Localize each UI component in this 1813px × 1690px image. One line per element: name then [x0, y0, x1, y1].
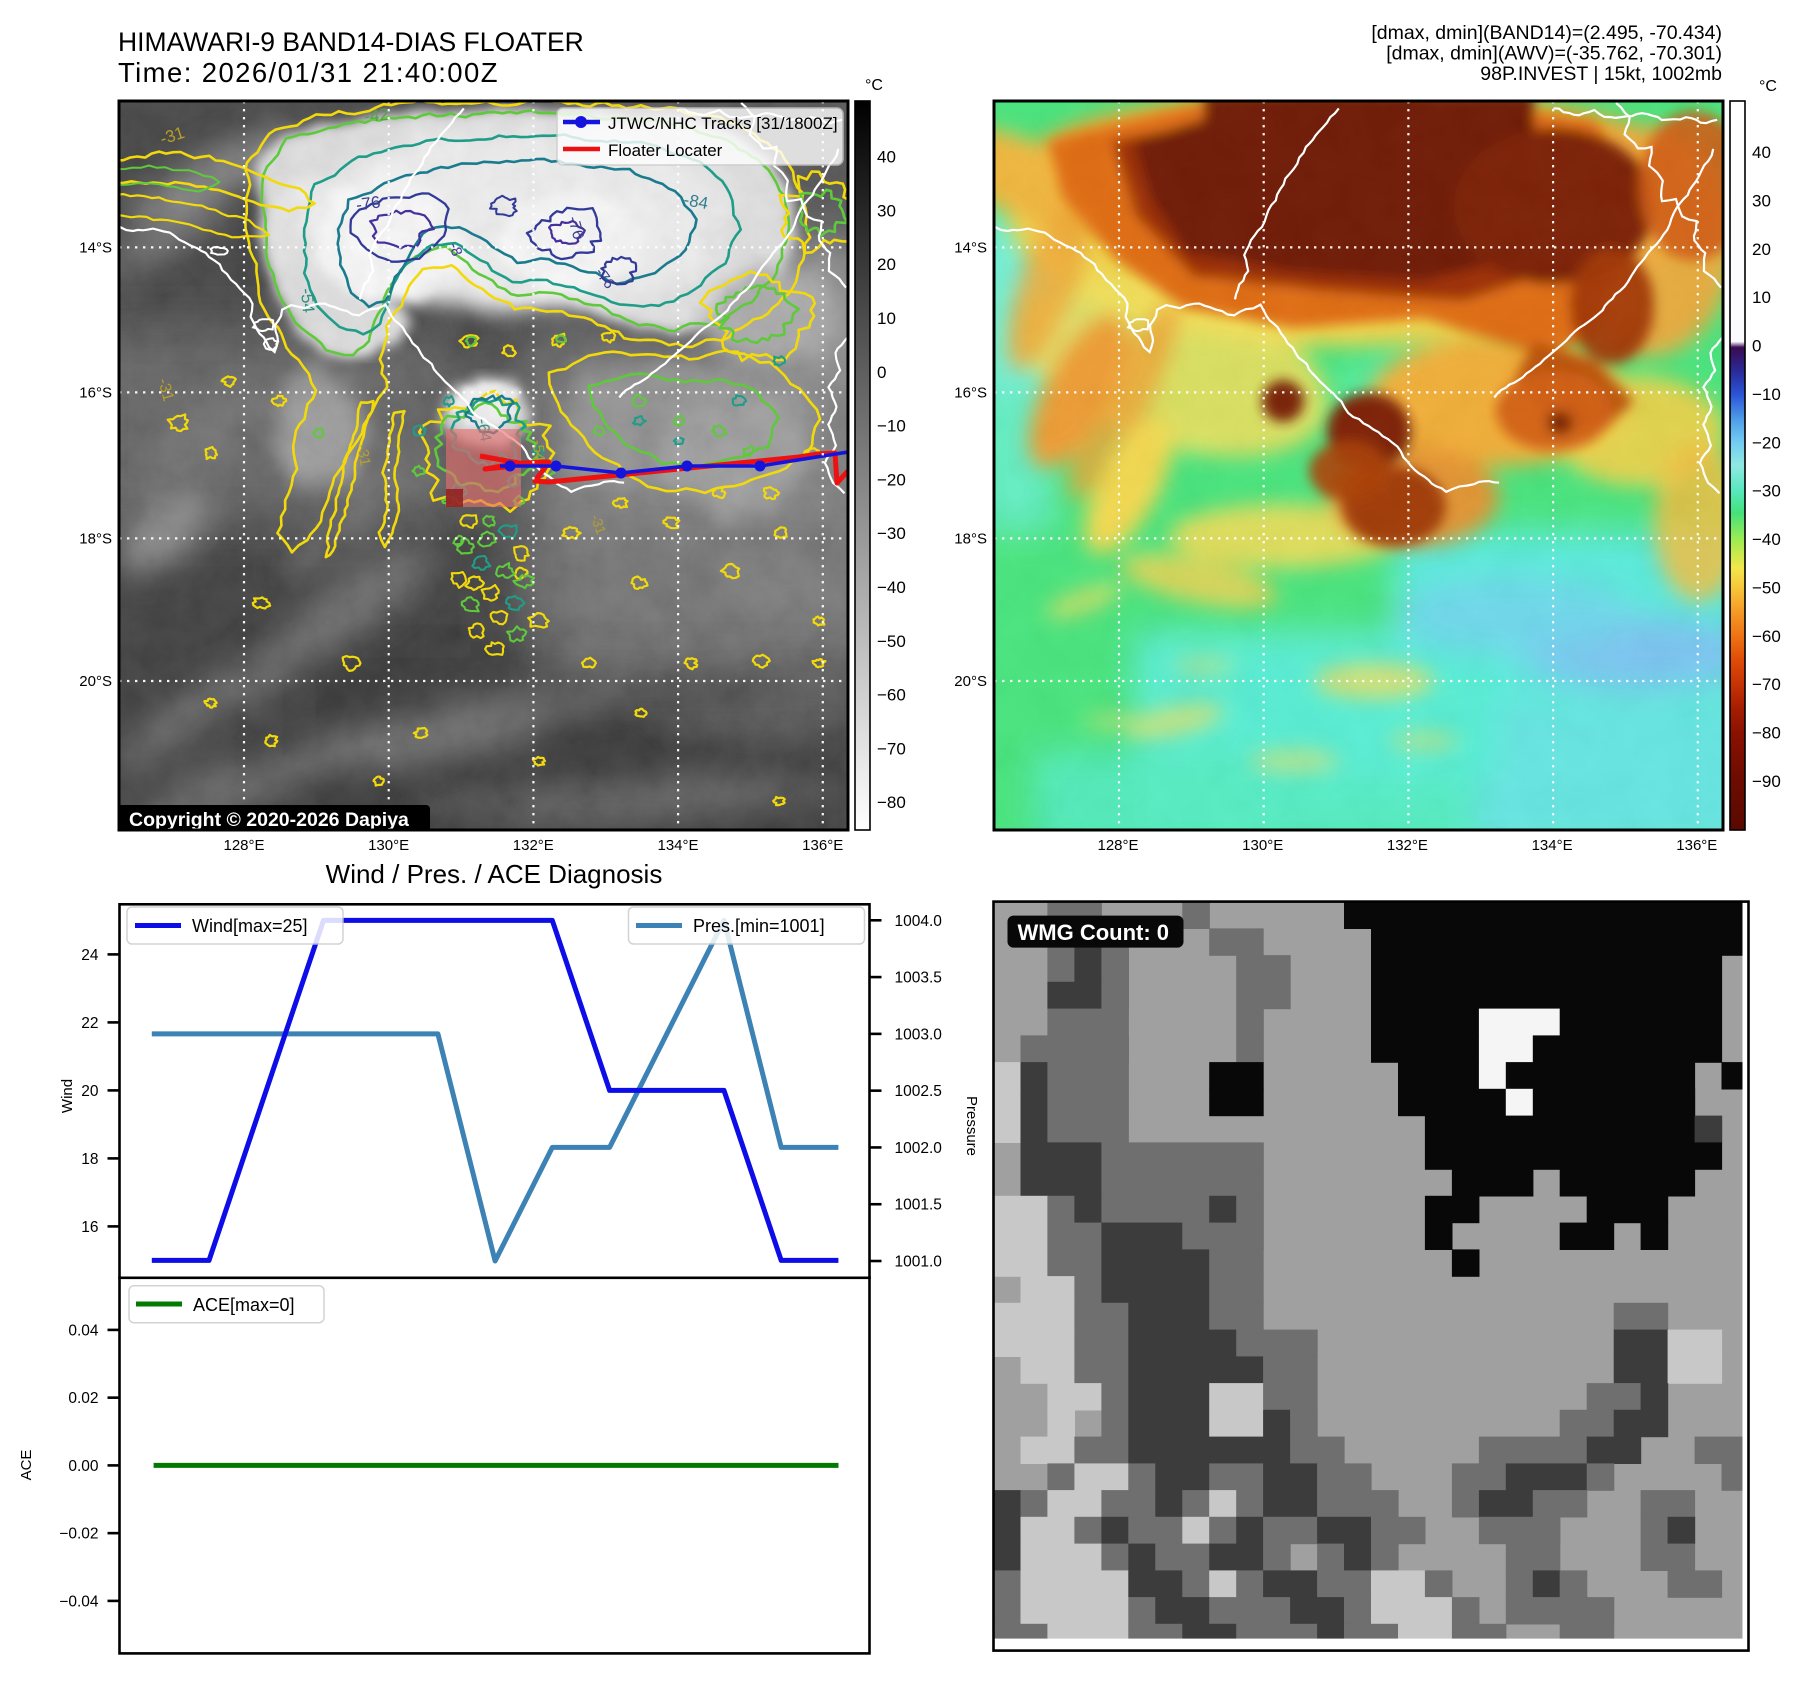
svg-text:132°E: 132°E: [513, 837, 554, 854]
svg-text:°C: °C: [1759, 78, 1777, 95]
svg-text:1003.5: 1003.5: [895, 970, 942, 987]
svg-text:20°S: 20°S: [79, 673, 112, 690]
svg-text:−50: −50: [1752, 578, 1781, 597]
svg-text:16°S: 16°S: [954, 384, 987, 401]
svg-text:Pressure: Pressure: [963, 1096, 980, 1156]
svg-text:22: 22: [81, 1015, 98, 1032]
svg-text:Wind[max=25]: Wind[max=25]: [192, 916, 308, 936]
svg-text:0.02: 0.02: [68, 1390, 98, 1407]
svg-text:10: 10: [877, 309, 896, 328]
svg-text:JTWC/NHC Tracks [31/1800Z]: JTWC/NHC Tracks [31/1800Z]: [608, 114, 838, 133]
svg-text:40: 40: [1752, 143, 1771, 162]
svg-text:-54: -54: [529, 439, 548, 462]
svg-text:Pres.[min=1001]: Pres.[min=1001]: [693, 916, 825, 936]
svg-text:1001.5: 1001.5: [895, 1197, 942, 1214]
svg-text:[dmax, dmin](BAND14)=(2.495, -: [dmax, dmin](BAND14)=(2.495, -70.434): [1371, 22, 1722, 44]
svg-text:[dmax, dmin](AWV)=(-35.762, -7: [dmax, dmin](AWV)=(-35.762, -70.301): [1386, 43, 1722, 65]
svg-text:128°E: 128°E: [223, 837, 264, 854]
svg-text:136°E: 136°E: [802, 837, 843, 854]
svg-text:20°S: 20°S: [954, 673, 987, 690]
svg-text:Wind / Pres. / ACE Diagnosis: Wind / Pres. / ACE Diagnosis: [326, 859, 663, 889]
svg-text:98P.INVEST | 15kt, 1002mb: 98P.INVEST | 15kt, 1002mb: [1480, 63, 1722, 85]
svg-text:24: 24: [81, 947, 99, 964]
svg-text:16°S: 16°S: [79, 384, 112, 401]
svg-text:-42: -42: [363, 105, 389, 126]
svg-text:-84: -84: [682, 190, 710, 213]
svg-text:1002.5: 1002.5: [895, 1083, 942, 1100]
svg-text:30: 30: [1752, 191, 1771, 210]
svg-text:−50: −50: [877, 632, 906, 651]
svg-text:130°E: 130°E: [1242, 837, 1283, 854]
svg-text:−0.04: −0.04: [59, 1593, 99, 1610]
svg-text:−60: −60: [1752, 627, 1781, 646]
svg-text:1002.0: 1002.0: [895, 1140, 943, 1157]
svg-text:−80: −80: [1752, 724, 1781, 743]
svg-text:18°S: 18°S: [954, 530, 987, 547]
svg-text:−0.02: −0.02: [59, 1526, 98, 1543]
svg-text:20: 20: [877, 255, 896, 274]
svg-text:18: 18: [81, 1151, 98, 1168]
svg-text:−70: −70: [877, 739, 906, 758]
svg-text:−90: −90: [1752, 772, 1781, 791]
svg-text:-31: -31: [154, 376, 176, 403]
svg-text:0: 0: [1752, 337, 1761, 356]
svg-text:1003.0: 1003.0: [895, 1026, 943, 1043]
svg-text:Floater Locater: Floater Locater: [608, 141, 723, 160]
svg-text:130°E: 130°E: [368, 837, 409, 854]
svg-text:134°E: 134°E: [1532, 837, 1573, 854]
svg-text:−20: −20: [1752, 433, 1781, 452]
svg-text:°C: °C: [865, 77, 883, 94]
svg-text:132°E: 132°E: [1387, 837, 1428, 854]
svg-text:Time: 2026/01/31 21:40:00Z: Time: 2026/01/31 21:40:00Z: [118, 57, 499, 88]
svg-text:128°E: 128°E: [1097, 837, 1138, 854]
svg-text:HIMAWARI-9 BAND14-DIAS FLOATER: HIMAWARI-9 BAND14-DIAS FLOATER: [118, 27, 584, 57]
svg-text:−40: −40: [877, 578, 906, 597]
svg-text:ACE[max=0]: ACE[max=0]: [193, 1295, 295, 1315]
svg-text:-8: -8: [445, 240, 466, 258]
svg-text:Copyright © 2020-2026 Dapiya: Copyright © 2020-2026 Dapiya: [129, 809, 409, 831]
svg-text:30: 30: [877, 201, 896, 220]
svg-text:0.04: 0.04: [68, 1322, 99, 1339]
svg-text:1004.0: 1004.0: [895, 913, 943, 930]
svg-text:20: 20: [81, 1083, 99, 1100]
svg-text:-54: -54: [297, 287, 318, 313]
svg-text:10: 10: [1752, 288, 1771, 307]
svg-text:1001.0: 1001.0: [895, 1254, 943, 1271]
svg-text:−30: −30: [877, 524, 906, 543]
svg-text:134°E: 134°E: [657, 837, 698, 854]
svg-text:−10: −10: [877, 417, 906, 436]
svg-text:14°S: 14°S: [79, 239, 112, 256]
svg-text:WMG Count: 0: WMG Count: 0: [1018, 920, 1170, 945]
svg-text:-31: -31: [588, 512, 610, 537]
svg-text:0: 0: [877, 363, 886, 382]
svg-text:16: 16: [81, 1219, 98, 1236]
svg-text:-76: -76: [564, 214, 586, 241]
svg-text:-76: -76: [355, 192, 382, 214]
svg-text:14°S: 14°S: [954, 239, 987, 256]
svg-text:−10: −10: [1752, 385, 1781, 404]
svg-text:−30: −30: [1752, 482, 1781, 501]
svg-text:−20: −20: [877, 470, 906, 489]
svg-text:0.00: 0.00: [68, 1458, 99, 1475]
svg-text:−70: −70: [1752, 675, 1781, 694]
svg-text:ACE: ACE: [18, 1450, 35, 1481]
svg-text:20: 20: [1752, 240, 1771, 259]
svg-text:−40: −40: [1752, 530, 1781, 549]
svg-text:40: 40: [877, 148, 896, 167]
svg-text:−60: −60: [877, 686, 906, 705]
svg-text:18°S: 18°S: [79, 530, 112, 547]
svg-text:Wind: Wind: [59, 1079, 76, 1113]
svg-text:−80: −80: [877, 793, 906, 812]
svg-text:-31: -31: [353, 443, 374, 467]
svg-text:136°E: 136°E: [1676, 837, 1717, 854]
